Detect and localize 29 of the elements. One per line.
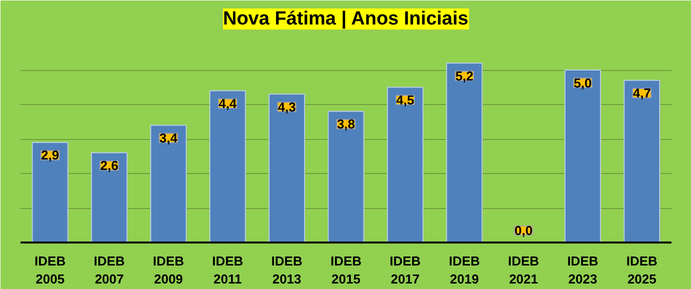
x-tick-label: IDEB 2005 (34, 254, 66, 286)
chart-title: Nova Fátima | Anos Iniciais (222, 8, 468, 30)
data-label: 5,2 (455, 68, 474, 84)
x-tick-label: IDEB 2021 (508, 254, 540, 286)
x-tick-label: IDEB 2011 (212, 254, 244, 286)
data-label: 4,3 (278, 99, 296, 114)
bar (386, 86, 424, 242)
bar (150, 124, 187, 242)
bar (91, 152, 128, 242)
data-label: 0,0 (514, 222, 533, 238)
x-tick-label: IDEB 2013 (271, 254, 302, 286)
bar (328, 110, 364, 242)
bar (564, 70, 601, 242)
data-label: 4,7 (632, 86, 651, 101)
data-label: 2,9 (41, 148, 60, 163)
x-tick-label: IDEB 2017 (390, 254, 421, 286)
bar (32, 142, 68, 242)
x-tick-label: IDEB 2025 (626, 254, 658, 286)
x-tick-label: IDEB 2015 (330, 254, 362, 286)
bar (446, 62, 483, 242)
x-tick-label: IDEB 2009 (152, 254, 184, 286)
x-tick-label: IDEB 2007 (94, 254, 125, 286)
data-label: 5,0 (574, 75, 592, 90)
bar (268, 94, 306, 242)
x-tick-label: IDEB 2023 (567, 254, 598, 286)
data-label: 2,6 (100, 158, 118, 174)
x-tick-label: IDEB 2019 (448, 254, 480, 286)
bar (209, 90, 246, 242)
bar (624, 80, 660, 242)
